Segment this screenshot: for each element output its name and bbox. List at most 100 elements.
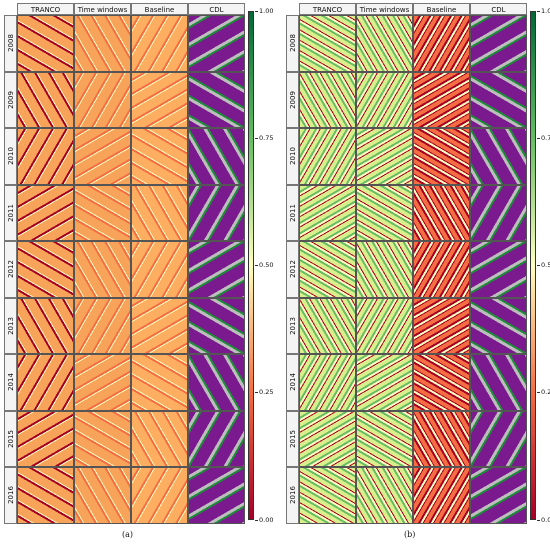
map-tile-time-windows-2013 xyxy=(356,297,413,354)
row-label-2010: 2010 xyxy=(4,128,17,185)
map-tile-time-windows-2015 xyxy=(74,410,131,467)
colorbar-tick-label: 0.50 xyxy=(254,261,274,270)
map-tile-tranco-2012 xyxy=(17,241,74,298)
map-tile-baseline-2012 xyxy=(131,241,188,298)
column-header-baseline: Baseline xyxy=(131,3,188,15)
map-tile-baseline-2010 xyxy=(413,128,470,185)
map-tile-baseline-2009 xyxy=(131,71,188,128)
map-tile-tranco-2008 xyxy=(299,15,356,72)
map-tile-cdl-2011 xyxy=(470,184,527,241)
caption-a: (a) xyxy=(122,530,134,539)
caption-b: (b) xyxy=(404,530,416,539)
map-tile-tranco-2009 xyxy=(17,71,74,128)
map-tile-tranco-2016 xyxy=(299,467,356,524)
map-tile-tranco-2009 xyxy=(299,71,356,128)
map-tile-tranco-2008 xyxy=(17,15,74,72)
row-label-2012: 2012 xyxy=(4,241,17,298)
map-tile-time-windows-2012 xyxy=(74,241,131,298)
map-tile-baseline-2008 xyxy=(413,15,470,72)
map-tile-tranco-2013 xyxy=(17,297,74,354)
map-tile-time-windows-2014 xyxy=(356,354,413,411)
map-tile-baseline-2016 xyxy=(131,467,188,524)
row-label-2008: 2008 xyxy=(4,15,17,72)
map-tile-cdl-2009 xyxy=(188,71,245,128)
column-header-cdl: CDL xyxy=(188,3,245,15)
map-tile-baseline-2009 xyxy=(413,71,470,128)
row-label-2015: 2015 xyxy=(4,410,17,467)
column-header-tranco: TRANCO xyxy=(299,3,356,15)
map-tile-baseline-2014 xyxy=(413,354,470,411)
colorbar-tick-label: 0.25 xyxy=(254,388,274,397)
map-tile-baseline-2013 xyxy=(131,297,188,354)
row-label-2016: 2016 xyxy=(4,467,17,524)
map-tile-cdl-2008 xyxy=(188,15,245,72)
map-tile-time-windows-2014 xyxy=(74,354,131,411)
row-label-2014: 2014 xyxy=(4,354,17,411)
map-tile-cdl-2013 xyxy=(188,297,245,354)
map-tile-baseline-2014 xyxy=(131,354,188,411)
map-tile-baseline-2011 xyxy=(413,184,470,241)
map-tile-time-windows-2011 xyxy=(356,184,413,241)
map-tile-time-windows-2016 xyxy=(74,467,131,524)
column-header-baseline: Baseline xyxy=(413,3,470,15)
map-tile-tranco-2010 xyxy=(299,128,356,185)
map-tile-cdl-2012 xyxy=(188,241,245,298)
map-tile-tranco-2011 xyxy=(299,184,356,241)
map-tile-time-windows-2008 xyxy=(74,15,131,72)
row-label-2009: 2009 xyxy=(286,71,299,128)
map-tile-time-windows-2008 xyxy=(356,15,413,72)
map-tile-tranco-2014 xyxy=(299,354,356,411)
colorbar-tick-label: 1.00 xyxy=(536,7,550,15)
row-label-2013: 2013 xyxy=(4,297,17,354)
row-label-2011: 2011 xyxy=(286,184,299,241)
column-header-cdl: CDL xyxy=(470,3,527,15)
row-label-2009: 2009 xyxy=(4,71,17,128)
map-tile-cdl-2011 xyxy=(188,184,245,241)
colorbar-a xyxy=(248,11,254,520)
map-tile-cdl-2008 xyxy=(470,15,527,72)
map-tile-baseline-2008 xyxy=(131,15,188,72)
map-tile-time-windows-2009 xyxy=(74,71,131,128)
map-tile-time-windows-2009 xyxy=(356,71,413,128)
map-tile-cdl-2013 xyxy=(470,297,527,354)
map-tile-tranco-2015 xyxy=(17,410,74,467)
row-label-2010: 2010 xyxy=(286,128,299,185)
map-tile-cdl-2010 xyxy=(188,128,245,185)
map-tile-cdl-2016 xyxy=(470,467,527,524)
map-tile-cdl-2016 xyxy=(188,467,245,524)
map-tile-cdl-2015 xyxy=(470,410,527,467)
map-tile-time-windows-2016 xyxy=(356,467,413,524)
colorbar-tick-label: 0.50 xyxy=(536,261,550,269)
map-tile-baseline-2015 xyxy=(131,410,188,467)
colorbar-tick-label: 0.00 xyxy=(254,515,274,524)
map-tile-tranco-2012 xyxy=(299,241,356,298)
colorbar-tick-label: 0.75 xyxy=(254,134,274,143)
map-tile-tranco-2013 xyxy=(299,297,356,354)
map-tile-cdl-2015 xyxy=(188,410,245,467)
map-tile-cdl-2012 xyxy=(470,241,527,298)
map-tile-time-windows-2013 xyxy=(74,297,131,354)
map-tile-time-windows-2010 xyxy=(356,128,413,185)
map-tile-time-windows-2010 xyxy=(74,128,131,185)
map-tile-time-windows-2012 xyxy=(356,241,413,298)
map-tile-time-windows-2015 xyxy=(356,410,413,467)
row-label-2015: 2015 xyxy=(286,410,299,467)
map-tile-time-windows-2011 xyxy=(74,184,131,241)
map-tile-tranco-2014 xyxy=(17,354,74,411)
map-tile-tranco-2010 xyxy=(17,128,74,185)
map-tile-tranco-2016 xyxy=(17,467,74,524)
colorbar-tick-label: 1.00 xyxy=(254,7,274,15)
map-tile-baseline-2016 xyxy=(413,467,470,524)
map-tile-baseline-2012 xyxy=(413,241,470,298)
map-tile-baseline-2013 xyxy=(413,297,470,354)
row-label-2008: 2008 xyxy=(286,15,299,72)
row-label-2013: 2013 xyxy=(286,297,299,354)
map-tile-tranco-2015 xyxy=(299,410,356,467)
map-tile-cdl-2009 xyxy=(470,71,527,128)
map-tile-baseline-2011 xyxy=(131,184,188,241)
map-tile-cdl-2010 xyxy=(470,128,527,185)
row-label-2012: 2012 xyxy=(286,241,299,298)
row-label-2014: 2014 xyxy=(286,354,299,411)
column-header-time-windows: Time windows xyxy=(356,3,413,15)
column-header-time-windows: Time windows xyxy=(74,3,131,15)
